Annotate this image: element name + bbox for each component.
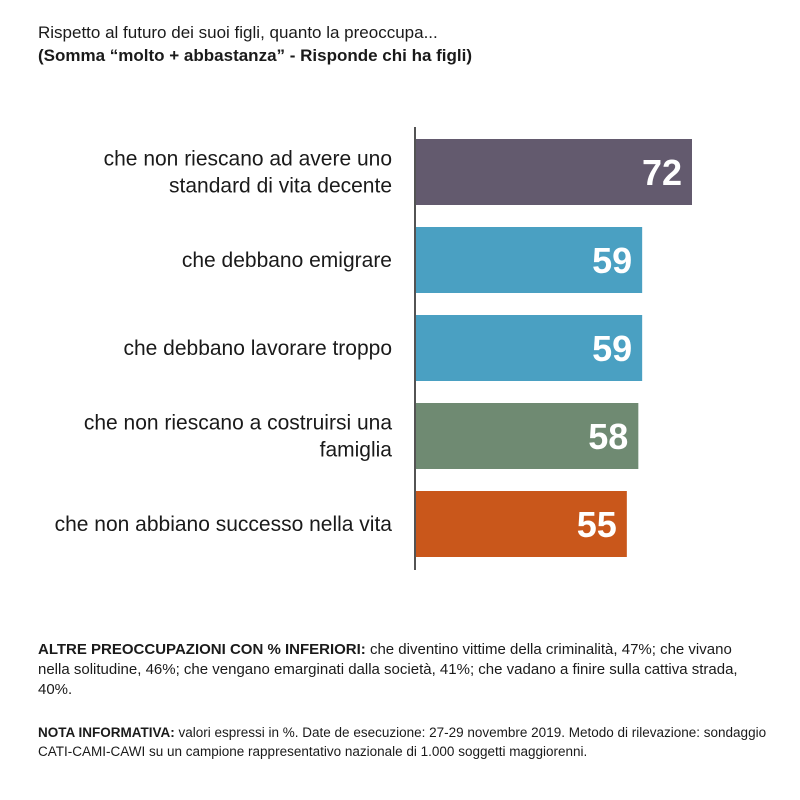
category-label-1: che non riescano ad avere uno standard di… (104, 148, 392, 198)
info-note-label: NOTA INFORMATIVA: (38, 725, 175, 740)
bar-chart: 72 che non riescano ad avere uno standard … (55, 127, 692, 570)
value-label-2: 59 (592, 240, 632, 281)
info-note-text: valori espressi in %. Date de esecuzione… (38, 725, 767, 759)
other-concerns-label: ALTRE PREOCCUPAZIONI CON % INFERIORI: (38, 641, 366, 658)
value-label-4: 58 (588, 416, 628, 457)
other-concerns-text: che diventino vittime della criminalità,… (38, 641, 738, 698)
value-label-3: 59 (592, 328, 632, 369)
bar-3 (416, 315, 643, 381)
bar-5 (416, 491, 627, 557)
category-label-3: che debbano lavorare troppo (123, 337, 392, 360)
category-label-5: che non abbiano successo nella vita (55, 513, 393, 536)
info-note: NOTA INFORMATIVA: valori espressi in %. … (38, 723, 778, 761)
chart-subtitle: (Somma “molto + abbastanza” - Risponde c… (38, 46, 473, 65)
value-label-1: 72 (642, 152, 682, 193)
other-concerns-note: ALTRE PREOCCUPAZIONI CON % INFERIORI: ch… (38, 640, 738, 700)
bar-2 (416, 227, 643, 293)
bar-4 (416, 403, 639, 469)
category-label-2: che debbano emigrare (182, 249, 392, 272)
category-label-4: che non riescano a costruirsi una famigli… (84, 412, 392, 462)
bar-1 (416, 139, 692, 205)
value-label-5: 55 (577, 504, 617, 545)
chart-title: Rispetto al futuro dei suoi figli, quant… (38, 23, 438, 42)
